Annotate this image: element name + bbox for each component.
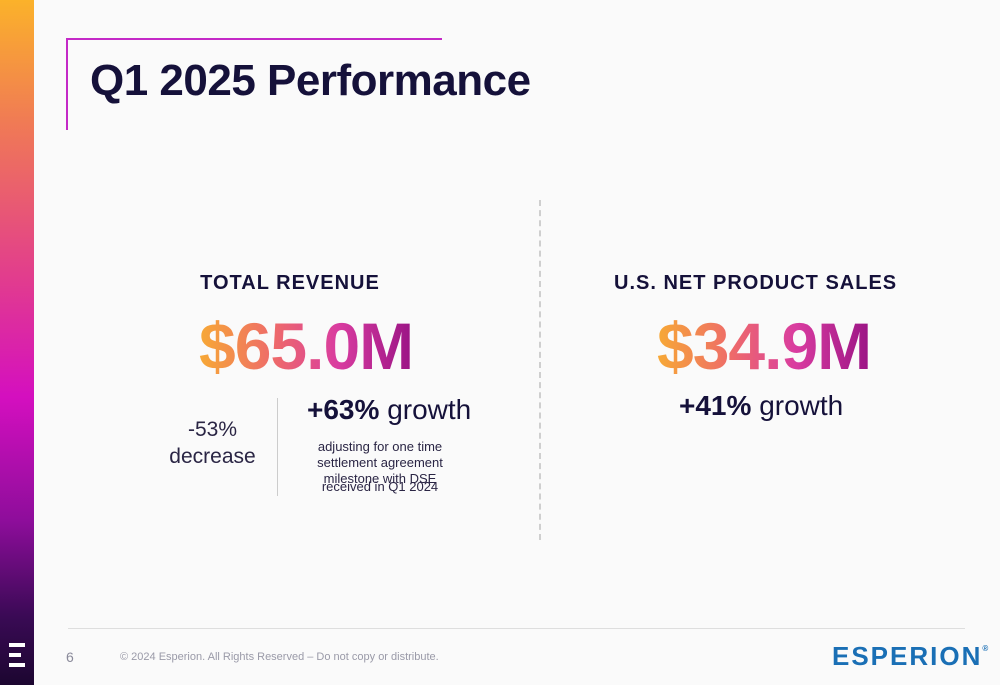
registered-mark: ® <box>982 644 989 653</box>
revenue-growth: +63% growth <box>307 394 471 426</box>
page-number: 6 <box>66 649 74 665</box>
total-revenue-value: $65.0M <box>199 309 414 383</box>
decrease-value: -53% <box>187 418 238 441</box>
copyright-text: © 2024 Esperion. All Rights Reserved – D… <box>120 651 439 663</box>
revenue-growth-value: +63% <box>307 394 380 425</box>
brand-name: ESPERION <box>832 641 983 671</box>
revenue-growth-label: growth <box>387 394 472 425</box>
revenue-adjustment-note-date: received in Q1 2024 <box>321 479 439 494</box>
esperion-e-icon <box>9 643 25 667</box>
title-frame-top-line <box>66 38 442 40</box>
esperion-logo: ESPERION® <box>832 641 988 672</box>
revenue-divider <box>277 398 278 496</box>
decrease-label: decrease <box>169 445 256 468</box>
footer-rule <box>68 628 965 629</box>
us-net-product-sales-heading: U.S. NET PRODUCT SALES <box>614 272 898 294</box>
sales-growth-value: +41% <box>679 390 752 421</box>
page-title: Q1 2025 Performance <box>90 56 531 105</box>
revenue-decrease: -53% decrease <box>160 416 265 470</box>
sales-growth: +41% growth <box>679 390 843 422</box>
revenue-adjustment-note: adjusting for one time settlement agreem… <box>317 439 443 486</box>
sales-growth-label: growth <box>759 390 844 421</box>
title-frame-left-line <box>66 38 68 130</box>
total-revenue-heading: TOTAL REVENUE <box>200 272 380 294</box>
us-net-product-sales-value: $34.9M <box>657 309 872 383</box>
section-divider <box>539 200 541 540</box>
gradient-side-bar <box>0 0 34 685</box>
